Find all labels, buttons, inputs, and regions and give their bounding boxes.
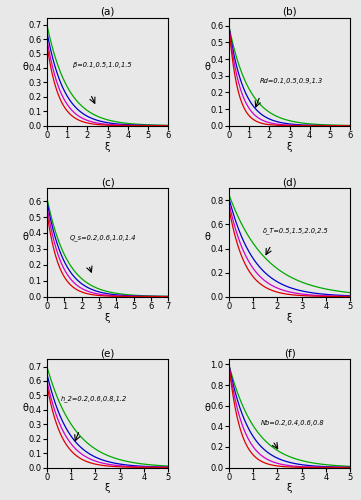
- Title: (b): (b): [282, 6, 297, 16]
- Y-axis label: θ: θ: [22, 232, 28, 242]
- Text: Q_s=0.2,0.6,1.0,1.4: Q_s=0.2,0.6,1.0,1.4: [69, 234, 136, 241]
- Y-axis label: θ: θ: [22, 62, 28, 72]
- Y-axis label: θ: θ: [22, 404, 28, 413]
- X-axis label: ξ: ξ: [287, 142, 292, 152]
- Y-axis label: θ: θ: [204, 232, 210, 242]
- X-axis label: ξ: ξ: [105, 142, 110, 152]
- Text: Rd=0.1,0.5,0.9,1.3: Rd=0.1,0.5,0.9,1.3: [260, 78, 323, 84]
- Y-axis label: θ: θ: [204, 62, 210, 72]
- Text: δ_T=0.5,1.5,2.0,2.5: δ_T=0.5,1.5,2.0,2.5: [263, 227, 329, 234]
- Text: Nb=0.2,0.4,0.6,0.8: Nb=0.2,0.4,0.6,0.8: [260, 420, 324, 426]
- Title: (d): (d): [282, 178, 297, 188]
- Title: (e): (e): [100, 348, 115, 358]
- Text: β=0.1,0.5,1.0,1.5: β=0.1,0.5,1.0,1.5: [73, 62, 132, 68]
- Title: (a): (a): [100, 6, 115, 16]
- Text: h_2=0.2,0.6,0.8,1.2: h_2=0.2,0.6,0.8,1.2: [60, 395, 126, 402]
- X-axis label: ξ: ξ: [287, 312, 292, 322]
- X-axis label: ξ: ξ: [105, 484, 110, 494]
- X-axis label: ξ: ξ: [287, 484, 292, 494]
- Title: (c): (c): [101, 178, 114, 188]
- Y-axis label: θ: θ: [204, 404, 210, 413]
- X-axis label: ξ: ξ: [105, 312, 110, 322]
- Title: (f): (f): [284, 348, 295, 358]
